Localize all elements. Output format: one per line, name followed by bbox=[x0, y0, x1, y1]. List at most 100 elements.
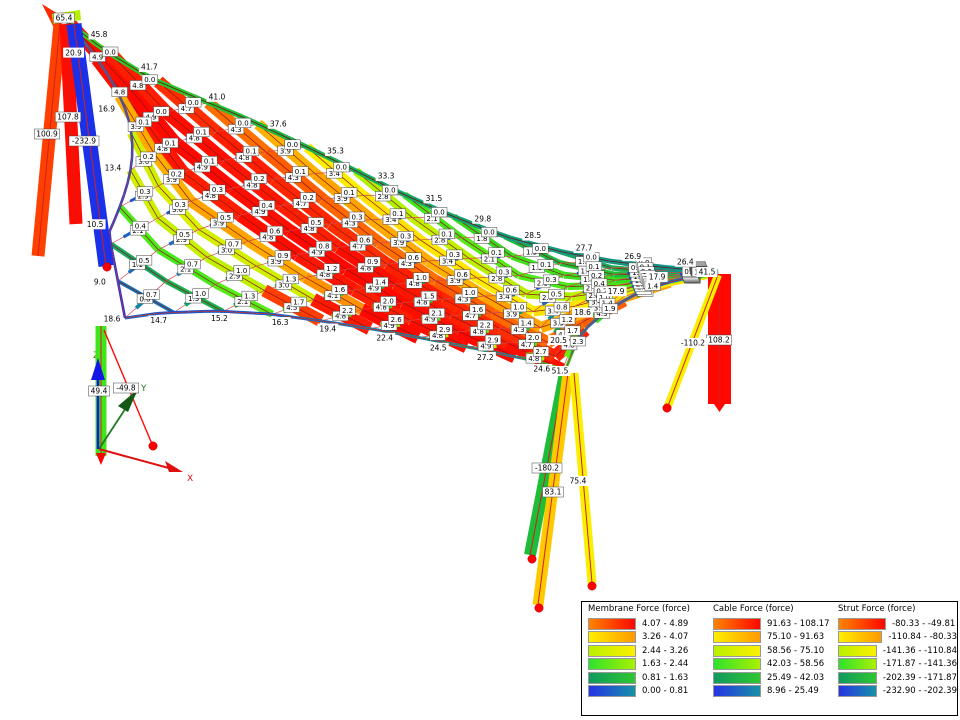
force-value-label: 2.1 bbox=[484, 255, 495, 263]
y-axis-arrowhead bbox=[118, 389, 138, 412]
legend-range-label: 25.49 - 42.03 bbox=[767, 672, 825, 683]
x-axis-arrow bbox=[98, 448, 177, 471]
legend-row: -202.39 - -171.87 bbox=[838, 671, 957, 685]
force-value-label: 0.0 bbox=[238, 119, 249, 127]
force-value-label: 3.9 bbox=[337, 195, 348, 203]
force-label-bg bbox=[136, 186, 154, 197]
force-value-label: 0.1 bbox=[441, 230, 452, 238]
force-value-label: 4.8 bbox=[189, 135, 200, 143]
force-value-label: 4.7 bbox=[296, 200, 307, 208]
force-label-bg bbox=[646, 271, 668, 282]
force-value-label: 4.7 bbox=[521, 341, 532, 349]
force-label-bg bbox=[481, 227, 498, 238]
force-label-bg bbox=[129, 80, 146, 91]
force-value-label: 4.8 bbox=[205, 192, 216, 200]
force-label-bg bbox=[132, 220, 149, 231]
force-label-bg bbox=[472, 213, 494, 224]
legend-color-swatch bbox=[588, 685, 636, 698]
legend-row: 0.00 - 0.81 bbox=[588, 685, 707, 699]
force-label-bg bbox=[356, 234, 373, 245]
force-value-label: 10.5 bbox=[87, 220, 104, 229]
force-label-bg bbox=[192, 288, 209, 299]
force-value-label: 0.0 bbox=[484, 229, 495, 237]
force-value-label: 0.6 bbox=[408, 254, 420, 262]
force-label-bg bbox=[243, 146, 260, 157]
force-label-bg bbox=[510, 302, 527, 313]
force-value-label: 37.6 bbox=[270, 119, 287, 128]
force-label-bg bbox=[413, 272, 430, 283]
force-label-bg bbox=[364, 256, 381, 267]
legend-color-swatch bbox=[838, 685, 877, 698]
force-value-label: 0.2 bbox=[253, 175, 264, 183]
force-label-bg bbox=[461, 287, 478, 298]
force-value-label: 3.9 bbox=[166, 176, 177, 184]
force-value-label: 0.5 bbox=[139, 257, 150, 265]
legend-color-swatch bbox=[588, 631, 636, 644]
force-value-label: 4.3 bbox=[288, 174, 299, 182]
force-value-label: 31.5 bbox=[426, 194, 443, 203]
force-label-bg bbox=[423, 193, 445, 204]
force-label-bg bbox=[438, 228, 455, 239]
force-value-label: 0.3 bbox=[400, 233, 411, 241]
force-value-label: 0.2 bbox=[591, 272, 602, 280]
force-value-label: 4.8 bbox=[409, 280, 420, 288]
force-label-bg bbox=[300, 192, 317, 203]
force-value-label: 0.4 bbox=[594, 280, 606, 288]
force-label-bg bbox=[185, 97, 202, 108]
force-value-label: 2.0 bbox=[528, 334, 539, 342]
force-value-label: 3.0 bbox=[221, 246, 232, 254]
force-label-bg bbox=[89, 51, 106, 62]
force-value-label: 0.7 bbox=[228, 241, 239, 249]
force-value-label: 4.3 bbox=[558, 331, 569, 339]
force-label-bg bbox=[172, 199, 189, 210]
force-value-label: 0.3 bbox=[175, 201, 186, 209]
force-label-bg bbox=[605, 286, 627, 297]
force-value-label: -49.8 bbox=[116, 384, 136, 393]
force-label-bg bbox=[397, 231, 414, 242]
force-label-bg bbox=[235, 117, 252, 128]
force-value-label: 4.9 bbox=[480, 343, 491, 351]
force-label-bg bbox=[258, 200, 276, 211]
force-value-label: 100.9 bbox=[36, 130, 58, 139]
force-value-label: 1.4 bbox=[375, 279, 387, 287]
legend-color-swatch bbox=[588, 617, 636, 630]
legend-color-swatch bbox=[838, 631, 883, 644]
force-value-label: 14.7 bbox=[150, 316, 167, 325]
force-label-bg bbox=[331, 284, 348, 295]
legend-range-label: 0.00 - 0.81 bbox=[642, 686, 689, 697]
force-value-label: 0.6 bbox=[457, 271, 469, 279]
force-value-label: 1.0 bbox=[464, 289, 475, 297]
force-label-bg bbox=[68, 135, 100, 147]
force-value-label: 0.8 bbox=[556, 304, 567, 312]
force-value-label: 20.9 bbox=[65, 48, 82, 57]
force-value-label: 1.0 bbox=[513, 304, 524, 312]
force-value-label: 1.4 bbox=[521, 319, 533, 327]
force-label-bg bbox=[274, 250, 291, 261]
force-value-label: 3.9 bbox=[594, 305, 605, 313]
force-label-bg bbox=[420, 290, 438, 301]
force-value-label: 4.3 bbox=[401, 260, 412, 268]
force-value-label: 0.1 bbox=[246, 148, 257, 156]
force-value-label: 4.8 bbox=[416, 299, 427, 307]
force-value-label: 1.6 bbox=[334, 286, 346, 294]
force-label-bg bbox=[201, 156, 218, 167]
force-value-label: 15.2 bbox=[211, 314, 228, 323]
force-label-bg bbox=[542, 486, 564, 498]
force-label-bg bbox=[622, 251, 644, 262]
x-axis-label: X bbox=[187, 474, 193, 484]
force-value-label: 16.3 bbox=[272, 318, 289, 327]
legend-title-cable: Cable Force (force) bbox=[713, 604, 794, 614]
force-value-label: 4.9 bbox=[424, 316, 435, 324]
force-value-label: 3.0 bbox=[278, 281, 289, 289]
legend-row: 8.96 - 25.49 bbox=[713, 685, 832, 699]
force-value-label: 41.0 bbox=[209, 93, 226, 102]
force-label-bg bbox=[267, 118, 289, 129]
legend-row: 1.63 - 2.44 bbox=[588, 658, 707, 672]
force-value-label: 1.2 bbox=[562, 316, 573, 324]
force-label-bg bbox=[569, 336, 587, 347]
force-value-label: 3.9 bbox=[450, 277, 461, 285]
force-value-label: 0.1 bbox=[204, 158, 215, 166]
legend-range-label: -232.90 - -202.39 bbox=[882, 686, 957, 697]
